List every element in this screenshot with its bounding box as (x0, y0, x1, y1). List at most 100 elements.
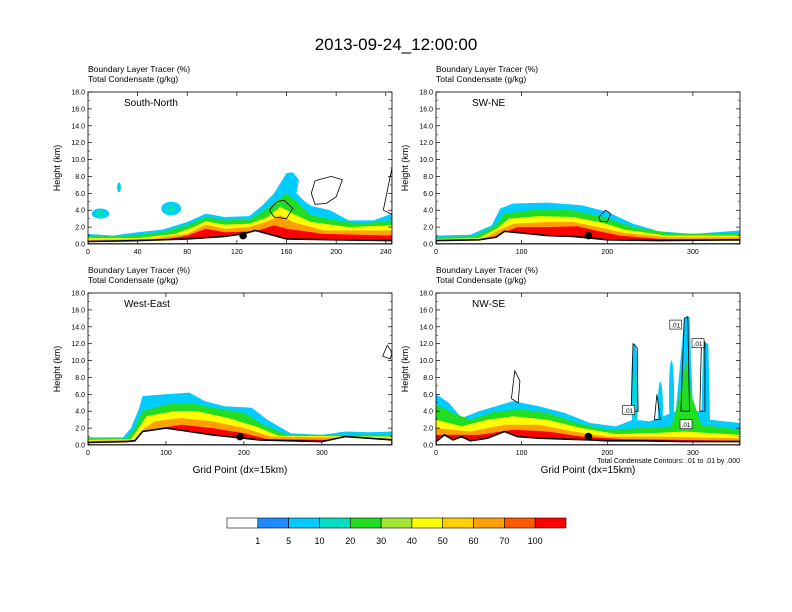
colorbar-label: 40 (407, 536, 417, 546)
x-tick-label: 240 (380, 249, 392, 256)
y-tick-label: 4.0 (423, 409, 433, 416)
panels: 0.0 2.0 4.0 6.0 8.0 10.0 12.0 14.0 16.0 18.0 0 40 80… (52, 64, 741, 476)
y-tick-label: 4.0 (423, 208, 433, 215)
panel-subtitle-condensate: Total Condensate (g/kg) (436, 275, 526, 285)
terrain (436, 230, 740, 244)
plot-area (88, 167, 392, 244)
y-tick-label: 2.0 (75, 426, 85, 433)
y-tick-label: 2.0 (423, 225, 433, 232)
y-tick-label: 12.0 (419, 341, 433, 348)
colorbar-box (257, 517, 289, 529)
colorbar-label: 70 (499, 536, 509, 546)
panel-subtitle-tracer: Boundary Layer Tracer (%) (436, 265, 538, 275)
contour-label-box (679, 419, 693, 430)
y-tick-label: 16.0 (419, 307, 433, 314)
terrain (436, 430, 740, 445)
panel-subtitle-tracer: Boundary Layer Tracer (%) (436, 64, 538, 74)
condensate-contour (268, 199, 294, 220)
y-tick-label: 12.0 (419, 140, 433, 147)
y-tick-label: 4.0 (75, 208, 85, 215)
y-tick-label: 2.0 (75, 225, 85, 232)
y-tick-label: 0.0 (423, 443, 433, 450)
colorbar-label: 50 (438, 536, 448, 546)
y-tick-label: 0.0 (423, 242, 433, 249)
location-marker (584, 432, 593, 441)
x-tick-label: 40 (134, 249, 142, 256)
y-axis-label: Height (km) (400, 145, 410, 192)
x-tick-label: 160 (281, 249, 293, 256)
x-tick-label: 200 (601, 450, 613, 457)
contour-label-box (622, 405, 635, 415)
y-tick-label: 8.0 (75, 375, 85, 382)
terrain (88, 427, 392, 445)
panel-sw-ne: 0.0 2.0 4.0 6.0 8.0 10.0 12.0 14.0 16.0 18.0 0 100 2… (400, 64, 741, 256)
y-tick-label: 16.0 (71, 106, 85, 113)
x-tick-label: 300 (687, 249, 699, 256)
colorbar-box (473, 517, 505, 529)
y-tick-label: 16.0 (419, 106, 433, 113)
x-tick-label: 100 (160, 450, 172, 457)
condensate-contour (654, 394, 661, 421)
x-tick-label: 0 (434, 249, 438, 256)
y-tick-label: 18.0 (71, 90, 85, 97)
colorbar-box (534, 517, 567, 529)
contour-label: .01 (682, 422, 691, 429)
contour-label: .01 (624, 408, 633, 415)
y-tick-label: 2.0 (423, 426, 433, 433)
y-tick-label: 12.0 (71, 140, 85, 147)
colorbar-label: 60 (469, 536, 479, 546)
y-tick-label: 8.0 (75, 174, 85, 181)
y-tick-label: 18.0 (71, 291, 85, 298)
panel-south-north: 0.0 2.0 4.0 6.0 8.0 10.0 12.0 14.0 16.0 18.0 0 40 80… (52, 64, 393, 256)
tracer-blob (95, 210, 106, 217)
y-tick-label: 10.0 (419, 157, 433, 164)
condensate-contour (598, 209, 612, 223)
condensate-contour (382, 167, 392, 215)
panel-subtitle-condensate: Total Condensate (g/kg) (436, 74, 526, 84)
x-tick-label: 120 (231, 249, 243, 256)
y-tick-label: 10.0 (419, 358, 433, 365)
x-tick-label: 100 (516, 450, 528, 457)
y-tick-label: 0.0 (75, 443, 85, 450)
panel-subtitle-tracer: Boundary Layer Tracer (%) (88, 64, 190, 74)
y-tick-label: 16.0 (71, 307, 85, 314)
colorbar: 1 5 10 20 30 40 50 60 70 100 (226, 517, 567, 546)
y-tick-label: 6.0 (423, 392, 433, 399)
y-axis-label: Height (km) (400, 346, 410, 393)
y-tick-label: 6.0 (423, 191, 433, 198)
location-marker (584, 231, 593, 240)
colorbar-label: 10 (314, 536, 324, 546)
x-tick-label: 0 (86, 450, 90, 457)
y-tick-label: 10.0 (71, 157, 85, 164)
colorbar-label: 20 (345, 536, 355, 546)
colorbar-label: 5 (286, 536, 291, 546)
condensate-contour (680, 315, 690, 412)
x-axis-label: Grid Point (dx=15km) (193, 465, 288, 476)
contour-label-box (669, 319, 683, 330)
condensate-contour (382, 344, 392, 360)
plot-area (436, 202, 740, 244)
location-marker (239, 231, 247, 240)
colorbar-box (504, 517, 536, 529)
panel-west-east: 0.0 2.0 4.0 6.0 8.0 10.0 12.0 14.0 16.0 18.0 0 100 2… (52, 265, 393, 476)
x-tick-label: 100 (516, 249, 528, 256)
contour-label-box (691, 338, 705, 348)
tracer-blob (632, 373, 637, 433)
panel-subtitle-tracer: Boundary Layer Tracer (%) (88, 265, 190, 275)
x-tick-label: 200 (330, 249, 342, 256)
y-tick-label: 4.0 (75, 409, 85, 416)
y-tick-label: 18.0 (419, 90, 433, 97)
colorbar-label: 100 (528, 536, 543, 546)
figure-title: 2013-09-24_12:00:00 (315, 35, 478, 54)
tracer-blob (117, 182, 121, 193)
colorbar-box (442, 517, 474, 529)
x-axis-label: Grid Point (dx=15km) (541, 465, 636, 476)
y-axis-label: Height (km) (52, 346, 62, 393)
condensate-contour (511, 369, 521, 404)
condensate-contour (630, 342, 639, 412)
tracer-blob (166, 204, 177, 213)
y-tick-label: 14.0 (71, 123, 85, 130)
y-tick-label: 10.0 (71, 358, 85, 365)
panel-name: West-East (124, 299, 170, 310)
